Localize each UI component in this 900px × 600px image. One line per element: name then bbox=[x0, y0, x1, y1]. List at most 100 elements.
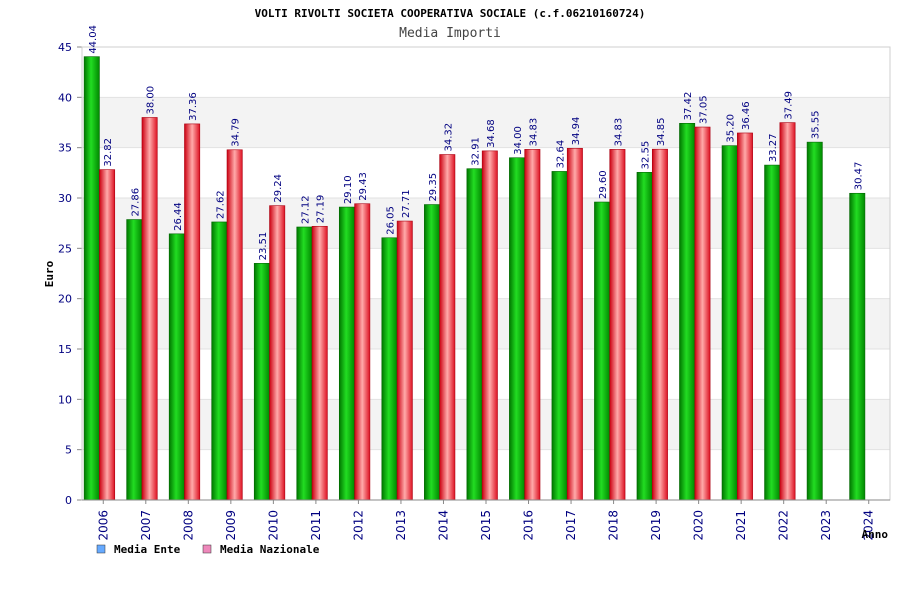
bar-value-label: 34.94 bbox=[571, 117, 582, 146]
bar-value-label: 27.19 bbox=[316, 195, 327, 224]
x-tick-label: 2018 bbox=[607, 510, 621, 541]
y-tick-label: 35 bbox=[58, 142, 72, 155]
bar-value-label: 29.35 bbox=[428, 173, 439, 202]
x-tick-label: 2007 bbox=[139, 510, 153, 541]
x-tick-label: 2017 bbox=[564, 510, 578, 541]
bar-value-label: 36.46 bbox=[741, 101, 752, 130]
bar-media-ente bbox=[594, 201, 611, 501]
bar-value-label: 35.20 bbox=[726, 114, 737, 143]
y-tick-label: 30 bbox=[58, 192, 72, 205]
bar-value-label: 32.91 bbox=[471, 137, 482, 166]
legend-swatch-media-ente bbox=[96, 544, 106, 554]
y-tick-label: 10 bbox=[58, 393, 72, 406]
bar-media-ente bbox=[296, 226, 313, 501]
x-tick-label: 2019 bbox=[649, 510, 663, 541]
bar-value-label: 34.00 bbox=[513, 126, 524, 155]
bar-value-label: 37.05 bbox=[698, 95, 709, 124]
bar-value-label: 33.27 bbox=[768, 133, 779, 162]
y-tick-label: 20 bbox=[58, 293, 72, 306]
bar-value-label: 29.10 bbox=[343, 175, 354, 204]
x-tick-label: 2015 bbox=[479, 510, 493, 541]
chart-subtitle: Media Importi bbox=[399, 26, 501, 41]
chart-title: VOLTI RIVOLTI SOCIETA COOPERATIVA SOCIAL… bbox=[255, 7, 646, 20]
x-tick-label: 2023 bbox=[819, 510, 833, 541]
y-tick-label: 15 bbox=[58, 343, 72, 356]
background-band bbox=[82, 97, 890, 148]
x-axis-label: Anno bbox=[862, 528, 889, 541]
bar-value-label: 32.55 bbox=[641, 141, 652, 170]
bar-media-ente bbox=[679, 123, 696, 501]
bar-value-label: 26.05 bbox=[385, 206, 396, 235]
y-tick-label: 25 bbox=[58, 242, 72, 255]
bar-media-nazionale bbox=[311, 225, 328, 501]
bar-media-nazionale bbox=[396, 220, 413, 501]
bar-media-nazionale bbox=[226, 149, 243, 501]
bar-value-label: 29.43 bbox=[358, 172, 369, 201]
bar-value-label: 44.04 bbox=[88, 25, 99, 54]
bar-value-label: 26.44 bbox=[173, 202, 184, 231]
bar-value-label: 34.83 bbox=[528, 118, 539, 147]
bar-value-label: 32.82 bbox=[103, 138, 114, 167]
bar-media-ente bbox=[338, 206, 355, 501]
bar-media-ente bbox=[509, 157, 525, 501]
bar-value-label: 37.36 bbox=[188, 92, 199, 121]
x-tick-label: 2022 bbox=[777, 510, 791, 541]
bar-value-label: 34.68 bbox=[486, 119, 497, 148]
bar-media-ente bbox=[253, 263, 270, 501]
bar-media-nazionale bbox=[737, 132, 753, 501]
bar-media-nazionale bbox=[184, 123, 201, 501]
bar-value-label: 29.60 bbox=[598, 170, 609, 199]
bar-media-nazionale bbox=[269, 205, 286, 501]
bar-value-label: 32.64 bbox=[556, 140, 567, 169]
bar-media-ente bbox=[83, 56, 100, 501]
y-tick-label: 45 bbox=[58, 41, 72, 54]
bar-media-ente bbox=[806, 141, 823, 501]
bar-value-label: 30.47 bbox=[853, 162, 864, 191]
legend-swatch-media-nazionale bbox=[202, 544, 212, 554]
bar-media-nazionale bbox=[439, 154, 456, 501]
plot-area: 0 5 10 15 20 25 30 35 40 45 2006 44.04 32.82 2007 27.8… bbox=[58, 25, 891, 541]
bar-value-label: 38.00 bbox=[146, 86, 157, 115]
background-band bbox=[82, 47, 890, 98]
bar-value-label: 35.55 bbox=[811, 110, 822, 139]
bar-value-label: 34.79 bbox=[231, 118, 242, 147]
x-tick-label: 2008 bbox=[181, 510, 195, 541]
x-tick-label: 2020 bbox=[692, 510, 706, 541]
bar-value-label: 34.32 bbox=[443, 123, 454, 152]
x-tick-label: 2014 bbox=[436, 510, 450, 541]
legend: Media Ente Media Nazionale bbox=[96, 543, 320, 556]
bar-media-ente bbox=[211, 221, 228, 501]
bar-media-nazionale bbox=[566, 147, 583, 501]
bar-media-nazionale bbox=[354, 203, 371, 501]
bar-value-label: 37.42 bbox=[683, 92, 694, 121]
legend-label-media-nazionale: Media Nazionale bbox=[220, 543, 320, 556]
bar-media-ente bbox=[764, 164, 781, 501]
bar-media-ente bbox=[721, 145, 738, 501]
bar-value-label: 29.24 bbox=[273, 174, 284, 203]
y-axis-label: Euro bbox=[43, 260, 56, 287]
bar-media-nazionale bbox=[141, 117, 158, 501]
bar-media-nazionale bbox=[651, 148, 668, 501]
bar-value-label: 27.71 bbox=[401, 189, 412, 218]
bar-media-nazionale bbox=[609, 149, 626, 501]
x-tick-label: 2021 bbox=[734, 510, 748, 541]
bar-media-nazionale bbox=[524, 149, 541, 501]
bar-media-ente bbox=[126, 219, 143, 501]
bar-media-ente bbox=[551, 171, 568, 501]
y-tick-label: 0 bbox=[65, 494, 72, 507]
bar-media-nazionale bbox=[481, 150, 498, 501]
bar-value-label: 37.49 bbox=[784, 91, 795, 120]
bar-value-label: 23.51 bbox=[258, 232, 269, 261]
bar-value-label: 27.62 bbox=[215, 190, 226, 219]
bar-media-ente bbox=[381, 237, 398, 501]
bar-value-label: 27.86 bbox=[130, 188, 141, 217]
bar-media-ente bbox=[636, 172, 653, 501]
bar-media-ente bbox=[466, 168, 483, 501]
x-tick-label: 2010 bbox=[266, 510, 280, 541]
bar-media-nazionale bbox=[99, 169, 116, 501]
bar-media-ente bbox=[424, 204, 440, 501]
x-tick-label: 2013 bbox=[394, 510, 408, 541]
bar-media-nazionale bbox=[694, 126, 711, 501]
bar-media-ente bbox=[849, 192, 866, 501]
